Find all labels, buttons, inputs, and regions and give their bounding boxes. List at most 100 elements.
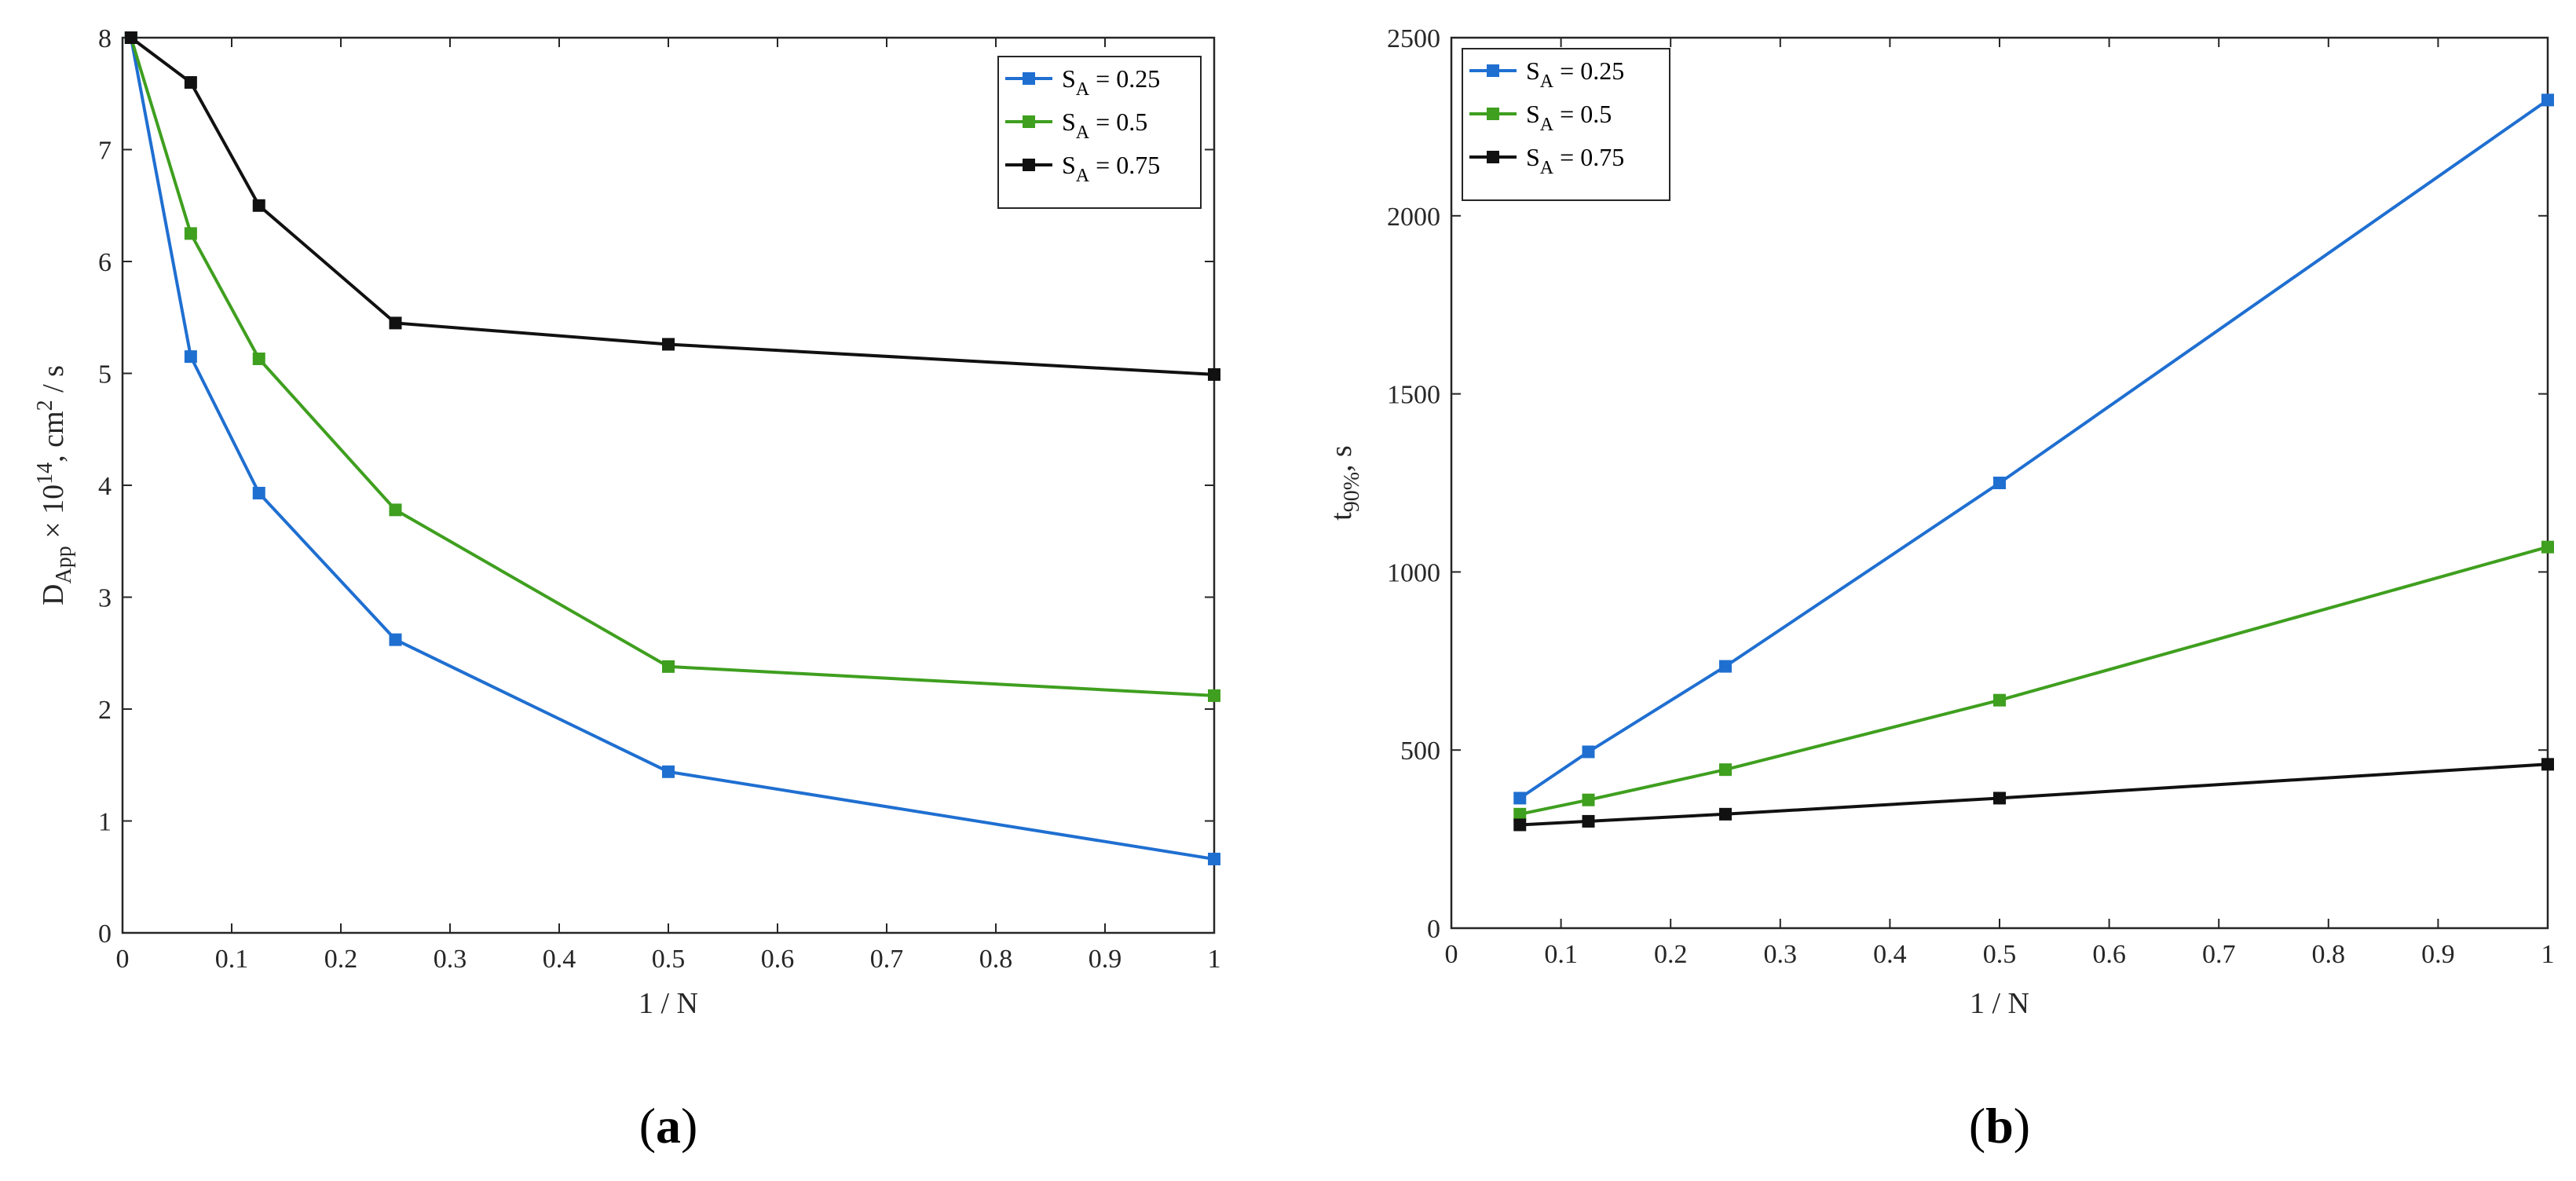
- chart-a-y-tick-label: 0: [98, 920, 112, 949]
- chart-a-x-tick-label: 0.6: [761, 945, 795, 974]
- chart-b-x-tick-label: 0.1: [1544, 940, 1578, 969]
- chart-b-x-tick-label: 0: [1445, 940, 1458, 969]
- chart-b-y-tick-label: 0: [1427, 915, 1440, 944]
- chart-a-data-point: [124, 31, 137, 44]
- chart-b-data-point: [1582, 745, 1595, 759]
- chart-a-series-line-1: [129, 37, 1215, 861]
- chart-a-data-point: [252, 199, 265, 212]
- chart-a-y-tick-label: 1: [98, 808, 112, 837]
- chart-a-data-point: [252, 486, 265, 499]
- chart-a-data-point: [184, 350, 197, 364]
- chart-b-y-tick-label: 2000: [1387, 203, 1440, 232]
- legend-entry-label: SA = 0.75: [1062, 151, 1160, 186]
- chart-a-x-ticks: 0 0.1 0.2 0.3 0.4 0.5 0.6 0.7 0.8 0.9 1: [116, 38, 1221, 974]
- chart-a-y-tick-label: 6: [98, 248, 112, 277]
- chart-a-y-axis-label: DApp × 1014, cm2 / s: [33, 365, 76, 605]
- chart-a-series-line-2: [129, 37, 1215, 697]
- chart-a-y-tick-label: 5: [98, 360, 112, 389]
- chart-a-y-tick-label: 7: [98, 137, 112, 166]
- chart-b-x-tick-label: 0.4: [1873, 940, 1907, 969]
- chart-b-x-tick-label: 0.2: [1654, 940, 1688, 969]
- chart-b-x-ticks: 0 0.1 0.2 0.3 0.4 0.5 0.6 0.7 0.8 0.9 1: [1445, 38, 2555, 969]
- chart-b-y-tick-label: 1500: [1387, 381, 1440, 410]
- legend-swatch-marker: [1487, 108, 1499, 120]
- chart-b-x-axis-label: 1 / N: [1970, 987, 2029, 1020]
- chart-a-series: [124, 31, 1220, 865]
- chart-b-y-tick-label: 1000: [1387, 558, 1440, 587]
- chart-a-data-point: [662, 765, 675, 778]
- chart-a-legend: SA = 0.25 SA = 0.5 SA = 0.75: [997, 56, 1202, 209]
- chart-a-series-line-3: [130, 36, 1215, 376]
- chart-a-x-tick-label: 0.1: [215, 945, 249, 974]
- chart-b-x-tick-label: 0.9: [2421, 940, 2455, 969]
- chart-a-y-tick-label: 2: [98, 696, 112, 725]
- chart-b-x-tick-label: 0.3: [1764, 940, 1798, 969]
- legend-entry-label: SA = 0.25: [1062, 64, 1160, 100]
- chart-b-x-tick-label: 0.5: [1983, 940, 2017, 969]
- chart-b-y-ticks: 0 500 1000 1500 2000 2500: [1387, 24, 2548, 944]
- chart-a: 0 0.1 0.2 0.3 0.4 0.5 0.6 0.7 0.8 0.9 1 012345678 …: [33, 24, 1221, 1154]
- chart-a-x-tick-label: 0.9: [1089, 945, 1122, 974]
- chart-a-x-tick-label: 0.3: [434, 945, 467, 974]
- chart-b-series: [1513, 93, 2554, 832]
- chart-a-x-tick-label: 0.8: [979, 945, 1013, 974]
- chart-a-y-tick-label: 3: [98, 584, 112, 613]
- legend-entry-label: SA = 0.5: [1526, 100, 1612, 135]
- legend-swatch-marker: [1023, 72, 1035, 85]
- legend-swatch-marker: [1023, 159, 1035, 171]
- legend-swatch-marker: [1487, 151, 1499, 163]
- legend-entry-label: SA = 0.25: [1526, 57, 1624, 92]
- chart-b-data-point: [1993, 693, 2006, 707]
- chart-a-data-point: [184, 227, 197, 240]
- chart-a-data-point: [662, 338, 675, 351]
- chart-a-data-point: [662, 660, 675, 673]
- chart-a-x-axis-label: 1 / N: [639, 987, 698, 1020]
- legend-swatch-marker: [1487, 64, 1499, 77]
- legend-entry-label: SA = 0.75: [1526, 143, 1624, 178]
- chart-a-data-point: [389, 503, 402, 517]
- chart-b-data-point: [1719, 807, 1732, 821]
- chart-b: 0 0.1 0.2 0.3 0.4 0.5 0.6 0.7 0.8 0.9 1 0 500 1000 15…: [1325, 24, 2555, 1154]
- chart-a-x-tick-label: 0.4: [543, 945, 576, 974]
- legend-swatch-marker: [1023, 115, 1035, 128]
- chart-b-data-point: [1513, 792, 1527, 805]
- chart-b-data-point: [1513, 818, 1527, 832]
- chart-b-y-tick-label: 2500: [1387, 24, 1440, 53]
- chart-b-data-point: [1993, 477, 2006, 489]
- chart-b-data-point: [1719, 763, 1732, 777]
- chart-b-data-point: [1582, 814, 1595, 828]
- chart-b-x-tick-label: 0.6: [2092, 940, 2126, 969]
- chart-b-data-point: [2541, 540, 2554, 554]
- chart-a-x-tick-label: 0.2: [324, 945, 358, 974]
- chart-b-data-point: [2541, 93, 2554, 107]
- chart-a-data-point: [1208, 689, 1220, 702]
- chart-a-caption: (a): [639, 1098, 698, 1154]
- chart-a-data-point: [1208, 367, 1220, 381]
- chart-a-y-tick-label: 4: [98, 472, 112, 501]
- chart-b-caption: (b): [1969, 1098, 2030, 1154]
- chart-a-data-point: [1208, 852, 1220, 865]
- chart-a-x-tick-label: 1: [1208, 945, 1221, 974]
- chart-a-x-tick-label: 0.7: [870, 945, 904, 974]
- chart-b-legend: SA = 0.25 SA = 0.5 SA = 0.75: [1462, 48, 1670, 201]
- chart-a-data-point: [389, 633, 402, 646]
- chart-a-data-point: [184, 76, 197, 89]
- chart-b-y-tick-label: 500: [1400, 737, 1440, 766]
- chart-b-data-point: [2541, 758, 2554, 771]
- chart-a-x-tick-label: 0: [116, 945, 130, 974]
- chart-b-x-tick-label: 0.8: [2312, 940, 2346, 969]
- chart-b-x-tick-label: 0.7: [2202, 940, 2236, 969]
- chart-a-y-ticks: 0 1 2 3 4 5 6 7 8: [98, 24, 1214, 949]
- chart-b-y-axis-label: t90%, s: [1325, 445, 1364, 521]
- chart-b-x-tick-label: 1: [2541, 940, 2555, 969]
- chart-b-data-point: [1513, 807, 1527, 821]
- chart-a-data-point: [389, 316, 402, 330]
- chart-a-data-point: [252, 352, 265, 365]
- legend-entry-label: SA = 0.5: [1062, 108, 1147, 143]
- chart-b-data-point: [1719, 660, 1732, 673]
- chart-b-data-point: [1993, 792, 2006, 805]
- chart-a-y-tick-label: 8: [98, 24, 112, 53]
- chart-a-x-tick-label: 0.5: [652, 945, 686, 974]
- chart-b-data-point: [1582, 793, 1595, 806]
